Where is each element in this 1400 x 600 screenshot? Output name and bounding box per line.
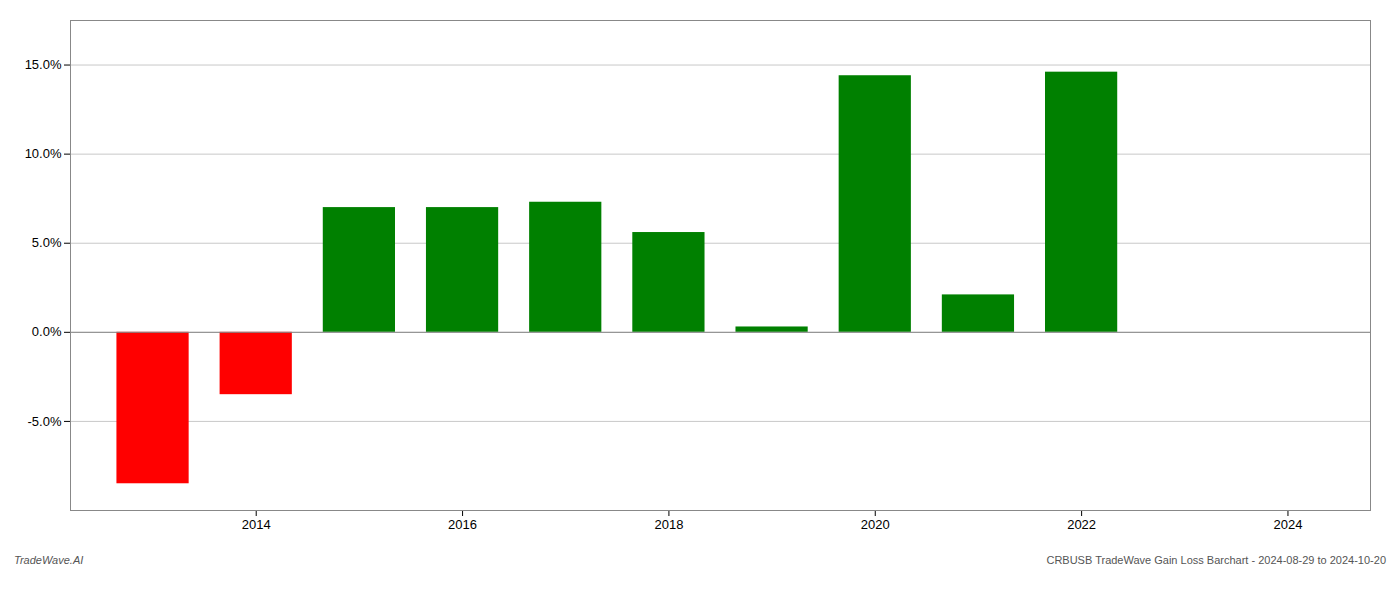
svg-text:2018: 2018 bbox=[654, 517, 683, 532]
html-text:TradeWave.AI: TradeWave.AI bbox=[14, 554, 84, 566]
svg-text:2014: 2014 bbox=[242, 517, 271, 532]
svg-text:2024: 2024 bbox=[1273, 517, 1302, 532]
svg-text:-5.0%: -5.0% bbox=[28, 414, 62, 429]
html-text:CRBUSB TradeWave Gain Loss Bar: CRBUSB TradeWave Gain Loss Barchart - 20… bbox=[1046, 554, 1386, 566]
svg-text:2020: 2020 bbox=[861, 517, 890, 532]
svg-text:15.0%: 15.0% bbox=[25, 57, 62, 72]
svg-text:5.0%: 5.0% bbox=[32, 235, 62, 250]
svg-text:0.0%: 0.0% bbox=[32, 324, 62, 339]
svg-text:2016: 2016 bbox=[448, 517, 477, 532]
svg-text:10.0%: 10.0% bbox=[25, 146, 62, 161]
svg-text:2022: 2022 bbox=[1067, 517, 1096, 532]
